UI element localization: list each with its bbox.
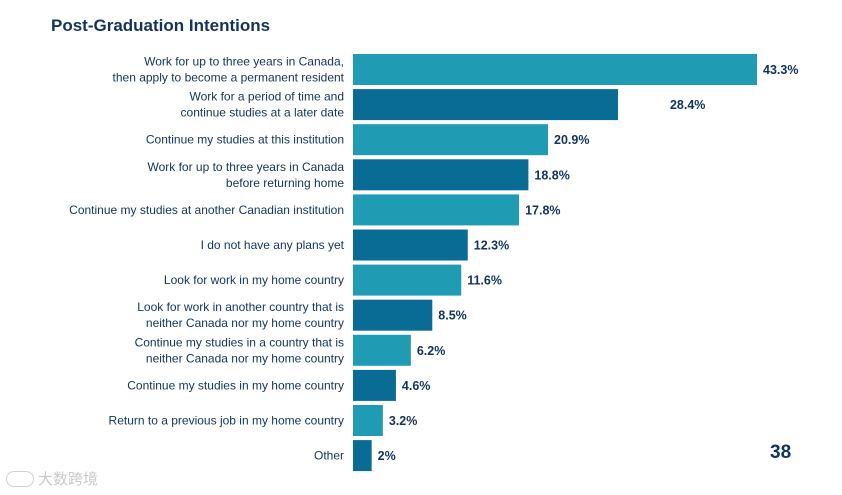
value-label-4: 18.8% xyxy=(534,168,569,182)
bar-2 xyxy=(353,89,618,121)
watermark-text: 大数跨境 xyxy=(38,470,99,488)
bar-3 xyxy=(353,124,549,156)
bar-9 xyxy=(353,334,411,366)
category-label-2-line-2: continue studies at a later date xyxy=(181,106,345,120)
value-label-5: 17.8% xyxy=(525,203,560,217)
watermark: 大数跨境 xyxy=(6,468,98,489)
category-label-7-line-1: Look for work in my home country xyxy=(164,273,344,287)
bar-12 xyxy=(353,440,372,472)
page-number: 38 xyxy=(770,442,792,463)
value-label-12: 2% xyxy=(378,449,396,463)
bar-5 xyxy=(353,194,520,226)
bar-10 xyxy=(353,369,396,401)
value-label-8: 8.5% xyxy=(438,309,467,323)
bar-4 xyxy=(353,159,529,191)
value-label-6: 12.3% xyxy=(474,239,509,253)
bar-8 xyxy=(353,299,433,331)
value-label-1: 43.3% xyxy=(763,63,798,77)
category-label-4-line-1: Work for up to three years in Canada xyxy=(147,160,344,174)
category-label-1-line-2: then apply to become a permanent residen… xyxy=(113,71,345,85)
category-label-3-line-1: Continue my studies at this institution xyxy=(146,133,344,147)
category-label-8-line-1: Look for work in another country that is xyxy=(137,300,344,314)
value-label-10: 4.6% xyxy=(402,379,431,393)
value-label-9: 6.2% xyxy=(417,344,446,358)
category-label-8-line-2: neither Canada nor my home country xyxy=(146,316,344,330)
category-label-12-line-1: Other xyxy=(314,449,344,463)
value-label-7: 11.6% xyxy=(467,274,502,288)
category-label-5-line-1: Continue my studies at another Canadian … xyxy=(69,203,344,217)
bar-6 xyxy=(353,229,468,261)
value-label-11: 3.2% xyxy=(389,414,418,428)
bar-1 xyxy=(353,54,757,85)
category-label-11-line-1: Return to a previous job in my home coun… xyxy=(109,414,344,428)
category-label-1-line-1: Work for up to three years in Canada, xyxy=(144,55,344,69)
category-label-6-line-1: I do not have any plans yet xyxy=(201,238,345,252)
category-label-2-line-1: Work for a period of time and xyxy=(189,90,344,104)
watermark-logo-icon xyxy=(6,470,34,487)
category-label-10-line-1: Continue my studies in my home country xyxy=(127,378,344,392)
category-label-9-line-1: Continue my studies in a country that is xyxy=(135,335,344,349)
bar-11 xyxy=(353,405,383,436)
value-label-3: 20.9% xyxy=(554,133,589,147)
category-label-9-line-2: neither Canada nor my home country xyxy=(146,351,344,365)
bar-7 xyxy=(353,264,462,296)
value-label-2: 28.4% xyxy=(670,98,705,112)
chart-title: Post-Graduation Intentions xyxy=(51,16,271,35)
category-label-4-line-2: before returning home xyxy=(226,176,344,190)
